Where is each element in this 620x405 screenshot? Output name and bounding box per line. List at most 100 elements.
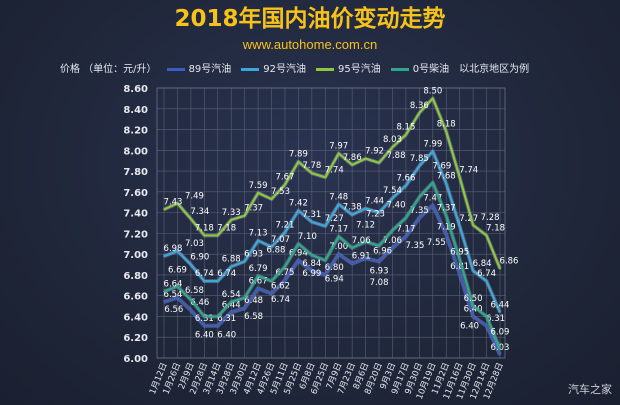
- data-label: 7.67: [275, 173, 294, 183]
- data-point: [270, 292, 273, 295]
- data-label: 6.62: [271, 282, 290, 292]
- y-tick-label: 6.00: [123, 354, 148, 365]
- y-tick-label: 7.60: [123, 188, 148, 199]
- data-point: [203, 315, 206, 318]
- legend-label: 95号汽油: [338, 64, 381, 75]
- data-point: [418, 196, 421, 198]
- data-point: [364, 207, 367, 210]
- legend-swatch: [316, 68, 335, 71]
- data-point: [190, 218, 192, 220]
- data-label: 7.17: [329, 225, 348, 235]
- data-point: [190, 309, 192, 312]
- data-point: [499, 267, 501, 270]
- data-label: 8.36: [410, 101, 429, 111]
- data-label: 6.84: [473, 259, 492, 269]
- data-label: 7.89: [289, 150, 308, 160]
- data-point: [270, 246, 273, 248]
- data-point: [405, 235, 407, 238]
- data-label: 6.54: [222, 290, 241, 300]
- series-line: [163, 150, 502, 313]
- data-label: 6.40: [464, 304, 483, 314]
- data-label: 6.75: [275, 268, 294, 278]
- series-line: [163, 97, 502, 270]
- y-tick-label: 8.20: [123, 126, 148, 137]
- data-point: [337, 235, 340, 238]
- data-point: [203, 325, 206, 327]
- data-point: [432, 97, 434, 100]
- data-label: 7.19: [437, 222, 456, 232]
- data-point: [499, 347, 501, 350]
- data-label: 6.31: [217, 314, 236, 324]
- data-point: [485, 325, 488, 327]
- data-label: 6.95: [450, 247, 469, 257]
- data-point: [243, 307, 246, 309]
- data-point: [216, 315, 219, 318]
- data-point: [432, 181, 434, 184]
- data-label: 6.40: [217, 330, 236, 340]
- data-label: 7.38: [343, 203, 362, 213]
- y-tick-label: 6.80: [123, 271, 148, 282]
- data-point: [270, 198, 273, 200]
- y-tick-label: 6.20: [123, 333, 148, 344]
- data-label: 6.44: [222, 300, 241, 310]
- data-label: 6.81: [450, 262, 469, 272]
- data-point: [485, 280, 488, 282]
- data-point: [472, 224, 474, 226]
- data-label: 7.06: [383, 236, 402, 246]
- data-point: [445, 182, 448, 185]
- data-point: [499, 311, 501, 314]
- data-point: [391, 146, 394, 148]
- data-point: [472, 315, 474, 318]
- data-label: 7.03: [185, 239, 204, 249]
- data-label: 6.69: [168, 265, 187, 275]
- legend-label: 92号汽油: [263, 64, 307, 75]
- data-point: [405, 184, 407, 187]
- y-tick-label: 8.60: [123, 84, 148, 95]
- data-label: 6.90: [190, 253, 209, 263]
- data-point: [284, 183, 286, 186]
- data-label: 7.07: [271, 235, 290, 245]
- data-point: [405, 217, 407, 219]
- data-point: [311, 269, 313, 272]
- data-label: 7.97: [329, 141, 348, 151]
- data-label: 7.66: [396, 174, 415, 184]
- y-tick-label: 6.40: [123, 312, 148, 323]
- data-label: 7.88: [387, 151, 406, 161]
- data-label: 7.37: [244, 204, 263, 214]
- data-label: 7.48: [329, 192, 348, 202]
- data-label: 6.54: [164, 290, 183, 300]
- data-point: [163, 301, 165, 303]
- data-label: 7.27: [325, 214, 344, 224]
- data-label: 7.47: [423, 193, 442, 203]
- data-label: 7.92: [365, 147, 384, 157]
- data-point: [337, 253, 340, 255]
- data-point: [230, 265, 232, 268]
- legend-item-92: 92号汽油: [241, 63, 306, 76]
- data-label: 6.74: [217, 269, 236, 279]
- data-label: 6.93: [370, 266, 389, 276]
- data-point: [203, 234, 206, 237]
- data-label: 7.08: [370, 278, 389, 288]
- legend-item-diesel: 0号柴油: [390, 63, 449, 76]
- plot-border: [156, 87, 506, 359]
- data-point: [364, 157, 367, 160]
- data-point: [297, 209, 300, 212]
- data-point: [432, 204, 434, 207]
- data-point: [324, 274, 327, 276]
- legend-label: 89号汽油: [188, 64, 232, 75]
- data-label: 6.48: [244, 296, 263, 306]
- data-label: 6.40: [195, 330, 214, 340]
- data-label: 7.42: [289, 199, 308, 209]
- data-label: 7.40: [387, 201, 406, 211]
- legend-swatch: [166, 68, 185, 71]
- data-point: [337, 203, 340, 206]
- data-label: 8.15: [396, 123, 415, 133]
- data-label: 6.86: [500, 257, 519, 267]
- watermark: 汽车之家: [568, 383, 612, 396]
- data-point: [324, 176, 327, 179]
- data-label: 6.31: [195, 314, 214, 324]
- data-point: [216, 234, 219, 237]
- data-point: [163, 208, 165, 211]
- region-note: 以北京地区为例: [459, 64, 530, 75]
- data-label: 7.18: [195, 223, 214, 233]
